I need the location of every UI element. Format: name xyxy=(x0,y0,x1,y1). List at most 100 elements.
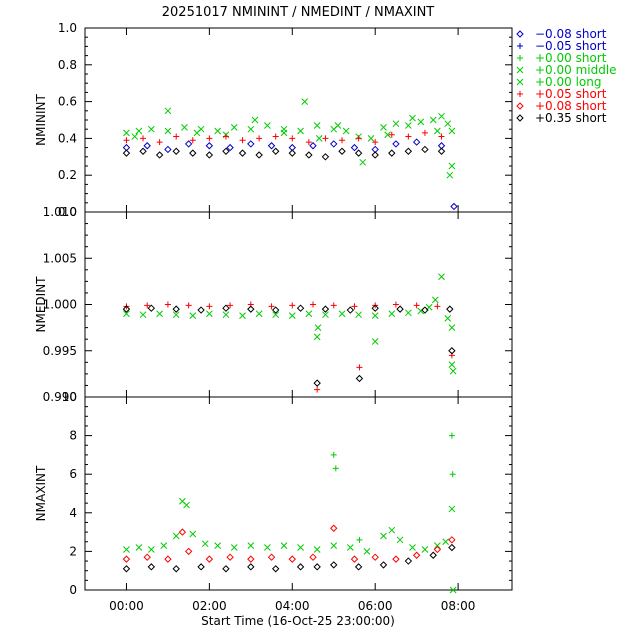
data-point xyxy=(350,143,359,152)
data-point xyxy=(355,311,362,319)
data-point xyxy=(214,542,222,549)
y-tick-label: 1.005 xyxy=(43,251,77,265)
series--0-05-short xyxy=(123,301,455,393)
series--0-00-middle xyxy=(131,98,456,179)
data-point xyxy=(164,555,172,563)
data-point xyxy=(296,304,305,312)
data-point xyxy=(322,135,329,142)
data-point xyxy=(206,135,213,142)
data-point xyxy=(184,547,193,556)
data-point xyxy=(164,301,171,308)
data-point xyxy=(363,548,371,555)
y-tick-label: 0.995 xyxy=(43,344,77,358)
data-point xyxy=(388,149,396,157)
data-point xyxy=(448,324,456,331)
legend-marker xyxy=(517,55,523,61)
data-point xyxy=(143,553,151,561)
data-point xyxy=(247,542,255,549)
data-point xyxy=(172,311,180,319)
data-point xyxy=(238,149,247,157)
data-point xyxy=(409,114,416,122)
data-point xyxy=(164,145,172,154)
data-point xyxy=(434,542,441,549)
data-point xyxy=(355,374,364,383)
legend-entry: +0.00 short xyxy=(517,51,607,65)
data-point xyxy=(122,149,131,157)
data-point xyxy=(271,306,280,314)
data-point xyxy=(247,555,255,563)
data-point xyxy=(314,324,322,331)
data-point xyxy=(123,137,130,144)
data-point xyxy=(247,140,255,148)
data-point xyxy=(396,536,404,544)
data-point xyxy=(449,586,457,594)
y-tick-label: 8 xyxy=(69,429,77,443)
data-point xyxy=(449,471,456,478)
data-point xyxy=(197,306,205,314)
data-point xyxy=(421,306,429,314)
legend-marker xyxy=(517,43,523,49)
legend: −0.08 short−0.05 short+0.00 short+0.00 m… xyxy=(516,27,617,125)
data-point xyxy=(405,309,412,317)
data-point xyxy=(288,312,296,319)
y-tick-label: 10 xyxy=(62,390,77,404)
data-point xyxy=(342,127,350,135)
data-point xyxy=(449,367,457,375)
data-point xyxy=(301,98,309,105)
data-point xyxy=(412,138,421,146)
data-point xyxy=(434,127,441,135)
data-point xyxy=(380,124,387,131)
data-point xyxy=(371,338,379,345)
data-point xyxy=(143,142,151,150)
data-point xyxy=(388,310,396,318)
legend-entry: +0.00 long xyxy=(516,75,602,89)
data-point xyxy=(256,135,263,142)
data-point xyxy=(334,122,342,129)
data-point xyxy=(189,530,197,538)
data-point xyxy=(172,532,180,540)
legend-entry: +0.05 short xyxy=(517,87,607,101)
data-point xyxy=(396,305,404,313)
data-point xyxy=(354,563,363,571)
data-point xyxy=(372,139,379,146)
data-point xyxy=(172,305,180,313)
data-point xyxy=(214,127,222,135)
data-point xyxy=(356,364,363,371)
data-point xyxy=(135,544,143,551)
data-point xyxy=(185,302,192,309)
data-point xyxy=(448,543,456,552)
data-point xyxy=(322,311,329,319)
data-point xyxy=(139,311,147,319)
data-point xyxy=(123,310,130,318)
data-point xyxy=(392,301,399,308)
data-point xyxy=(438,273,445,281)
data-point xyxy=(431,296,439,304)
legend-marker xyxy=(516,66,524,74)
data-point xyxy=(122,565,131,573)
data-point xyxy=(289,302,296,309)
data-point xyxy=(338,310,346,318)
data-point xyxy=(251,116,259,124)
data-point xyxy=(280,542,288,549)
data-point xyxy=(405,122,412,129)
series--0-00-short xyxy=(330,432,456,543)
data-point xyxy=(230,124,238,131)
y-tick-label: 1.000 xyxy=(43,298,77,312)
data-point xyxy=(255,151,263,159)
data-point xyxy=(147,125,155,133)
x-tick-label: 02:00 xyxy=(192,599,227,613)
data-point xyxy=(280,129,288,137)
data-point xyxy=(313,563,321,571)
data-point xyxy=(288,149,296,157)
data-point xyxy=(392,555,400,563)
data-point xyxy=(444,315,452,322)
data-point xyxy=(388,131,395,138)
data-point xyxy=(354,149,363,157)
data-point xyxy=(239,137,246,144)
legend-marker xyxy=(516,30,524,38)
data-point xyxy=(297,544,304,551)
data-point xyxy=(417,118,425,126)
data-point xyxy=(448,127,456,135)
data-point xyxy=(371,151,379,159)
